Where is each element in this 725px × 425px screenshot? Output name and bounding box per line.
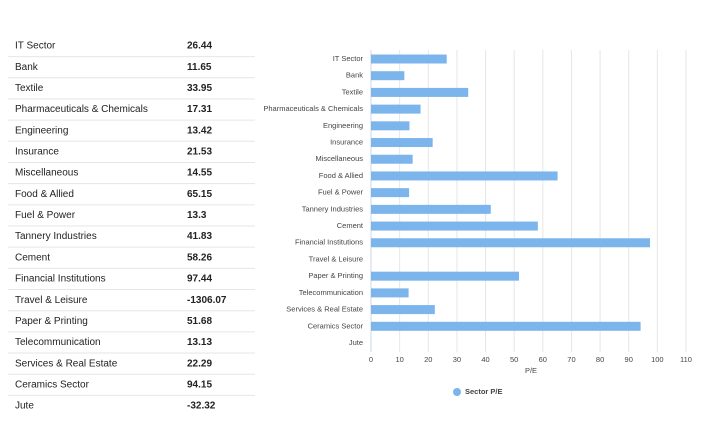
sector-pe: 51.68 — [187, 316, 212, 327]
y-tick-label: IT Sector — [333, 54, 364, 63]
bar — [371, 154, 413, 164]
sector-pe: 97.44 — [187, 274, 212, 285]
sector-pe: 22.29 — [187, 358, 212, 369]
y-tick-label: Textile — [342, 87, 363, 96]
y-tick-label: Food & Allied — [319, 171, 363, 180]
y-tick-label: Tannery Industries — [302, 204, 364, 213]
legend-marker — [453, 388, 461, 396]
sector-name: Pharmaceuticals & Chemicals — [15, 104, 148, 115]
sector-pe: 58.26 — [187, 252, 212, 263]
bar — [371, 171, 558, 181]
bar — [371, 54, 447, 64]
legend-label: Sector P/E — [465, 387, 503, 396]
y-tick-label: Services & Real Estate — [286, 305, 363, 314]
pe-table: IT Sector 26.44 Bank 11.65 Textile 33.95 Pharm… — [8, 41, 255, 412]
bar — [371, 121, 410, 131]
x-axis-label: P/E — [525, 366, 537, 375]
y-tick-label: Bank — [346, 71, 363, 80]
x-tick-label: 40 — [481, 355, 489, 364]
x-tick-label: 30 — [453, 355, 461, 364]
sector-name: Travel & Leisure — [15, 295, 88, 306]
x-tick-label: 60 — [539, 355, 547, 364]
x-tick-label: 70 — [567, 355, 575, 364]
y-tick-label: Jute — [349, 338, 363, 347]
sector-name: Services & Real Estate — [15, 358, 118, 369]
bar — [371, 138, 433, 148]
y-tick-label: Paper & Printing — [308, 271, 363, 280]
pe-chart: P/E 0 10 20 30 40 50 60 70 80 90 100 110 IT Sector Ba… — [263, 50, 692, 396]
sector-pe: -32.32 — [187, 401, 216, 412]
bar — [371, 104, 421, 114]
bar — [371, 321, 641, 331]
sector-pe: 14.55 — [187, 168, 212, 179]
y-tick-label: Engineering — [323, 121, 363, 130]
sector-name: Textile — [15, 83, 44, 94]
bar — [371, 238, 651, 248]
x-tick-label: 110 — [680, 355, 692, 364]
sector-name: Jute — [15, 401, 34, 412]
x-tick-label: 90 — [625, 355, 633, 364]
x-tick-label: 20 — [424, 355, 432, 364]
sector-name: Paper & Printing — [15, 316, 88, 327]
sector-name: Tannery Industries — [15, 231, 97, 242]
sector-pe: 65.15 — [187, 189, 212, 200]
y-tick-label: Pharmaceuticals & Chemicals — [263, 104, 363, 113]
y-tick-label: Cement — [337, 221, 364, 230]
x-tick-label: 0 — [369, 355, 373, 364]
y-tick-label: Travel & Leisure — [309, 254, 363, 263]
bars — [371, 54, 651, 331]
y-tick-label: Telecommunication — [299, 288, 363, 297]
sector-pe: 26.44 — [187, 41, 212, 52]
sector-name: Insurance — [15, 147, 59, 158]
y-tick-label: Ceramics Sector — [308, 321, 364, 330]
sector-name: Cement — [15, 252, 50, 263]
bar — [371, 188, 410, 198]
sector-pe: 11.65 — [187, 62, 212, 73]
bar — [371, 87, 469, 97]
sector-pe: 21.53 — [187, 147, 212, 158]
y-tick-label: Fuel & Power — [318, 188, 364, 197]
bar — [371, 271, 519, 281]
sector-pe: 41.83 — [187, 231, 212, 242]
x-tick-label: 50 — [510, 355, 518, 364]
sector-name: Miscellaneous — [15, 168, 78, 179]
sector-pe: 13.3 — [187, 210, 207, 221]
bar — [371, 71, 405, 81]
sector-pe: 13.13 — [187, 337, 212, 348]
sector-name: Financial Institutions — [15, 274, 106, 285]
x-tick-label: 100 — [651, 355, 664, 364]
bar — [371, 288, 409, 298]
x-tick-label: 10 — [395, 355, 403, 364]
y-tick-label: Insurance — [330, 138, 363, 147]
sector-pe: 13.42 — [187, 125, 212, 136]
sector-pe: 17.31 — [187, 104, 212, 115]
bar — [371, 221, 538, 231]
sector-name: Telecommunication — [15, 337, 101, 348]
y-tick-label: Miscellaneous — [315, 154, 363, 163]
bar — [371, 204, 491, 214]
sector-pe: -1306.07 — [187, 295, 227, 306]
sector-name: IT Sector — [15, 41, 56, 52]
sector-pe: 33.95 — [187, 83, 212, 94]
sector-name: Food & Allied — [15, 189, 74, 200]
y-tick-label: Financial Institutions — [295, 238, 363, 247]
x-tick-label: 80 — [596, 355, 604, 364]
sector-name: Bank — [15, 62, 39, 73]
sector-name: Fuel & Power — [15, 210, 76, 221]
sector-name: Ceramics Sector — [15, 379, 90, 390]
bar — [371, 305, 435, 315]
sector-name: Engineering — [15, 125, 68, 136]
sector-pe: 94.15 — [187, 379, 212, 390]
